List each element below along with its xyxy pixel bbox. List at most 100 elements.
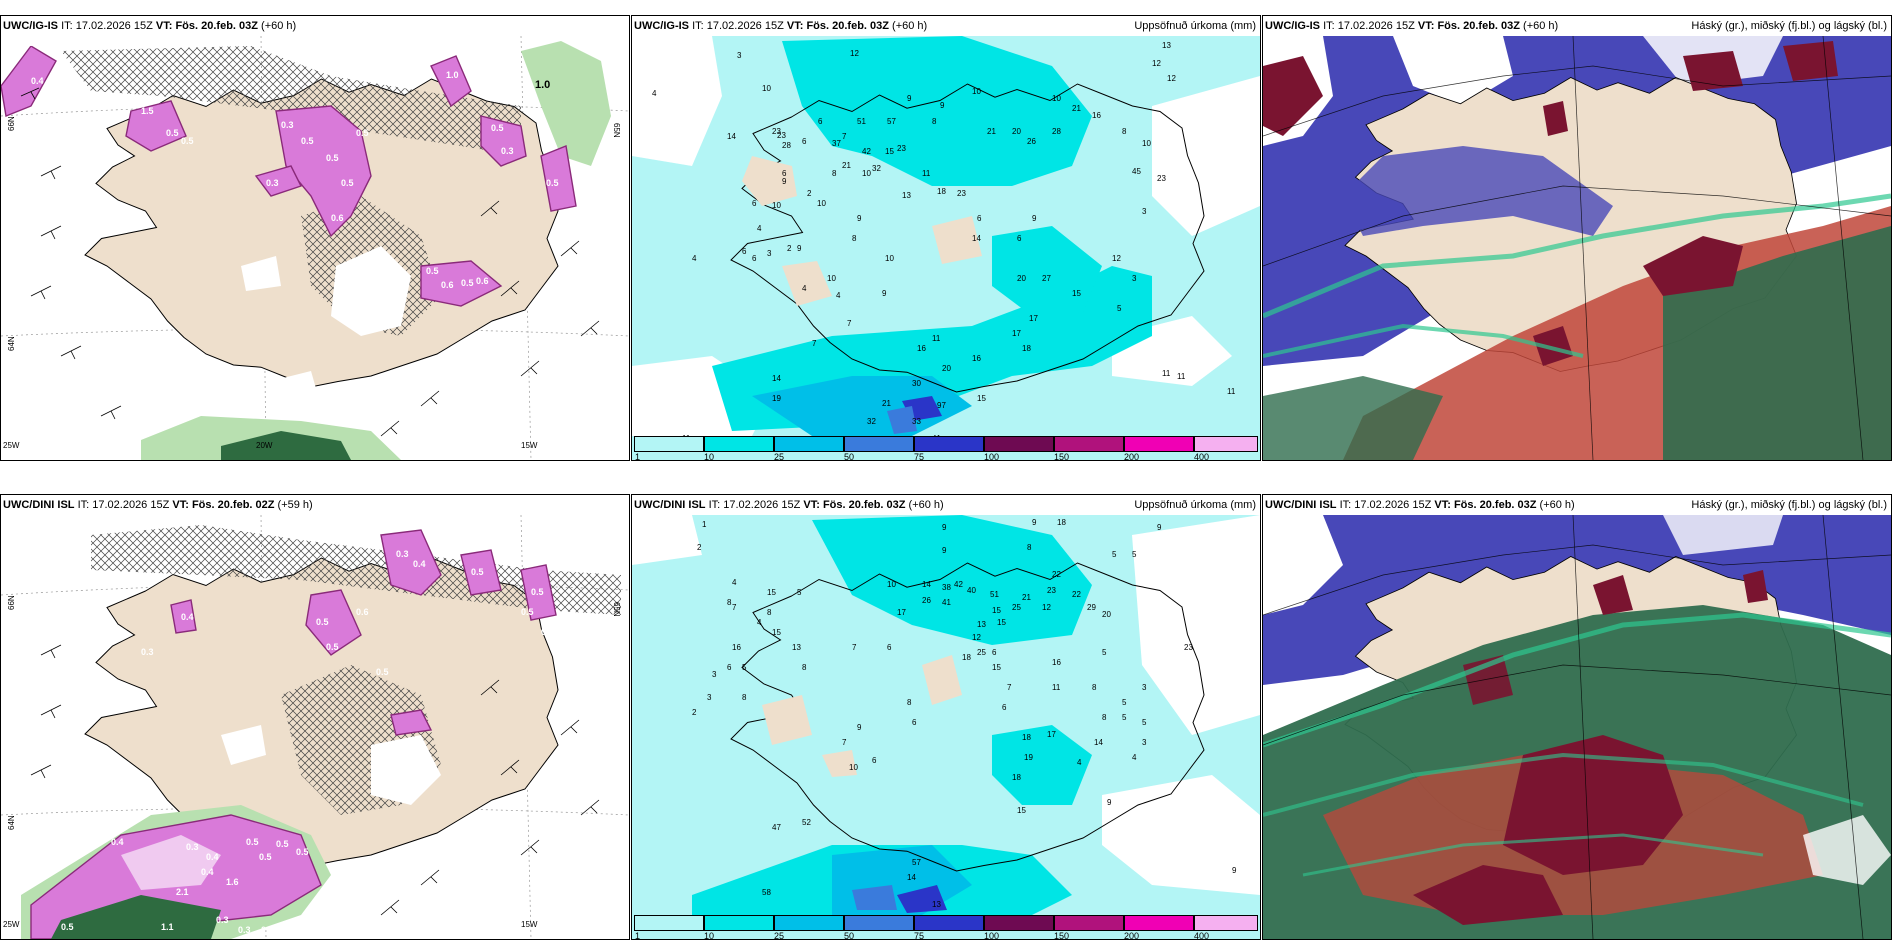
svg-text:8: 8 [1122, 127, 1127, 136]
map-view[interactable]: 1 9 9 18 9 2 9 8 4 15 10 14 22 5 5 8 8 5… [632, 515, 1260, 939]
wind-precip-map-panel-top: UWC/IG-IS IT: 17.02.2026 15Z VT: Fös. 20… [0, 15, 630, 461]
svg-text:0.5: 0.5 [166, 128, 179, 138]
svg-text:10: 10 [862, 169, 871, 178]
svg-text:11: 11 [932, 334, 941, 343]
svg-text:15: 15 [885, 147, 894, 156]
svg-text:6: 6 [1017, 234, 1022, 243]
map-view[interactable] [1263, 515, 1891, 939]
svg-text:7: 7 [847, 319, 852, 328]
accumulated-precip-panel-bottom: UWC/DINI ISL IT: 17.02.2026 15Z VT: Fös.… [631, 494, 1261, 940]
svg-text:11: 11 [1177, 372, 1186, 381]
svg-text:3: 3 [767, 249, 772, 258]
precip-values: 3 12 12 13 12 4 10 10 9 8 9 10 21 16 23 … [652, 41, 1236, 446]
panel-header: UWC/IG-IS IT: 17.02.2026 15Z VT: Fös. 20… [634, 20, 928, 32]
svg-text:6: 6 [752, 199, 757, 208]
cloud-cover-panel-bottom: UWC/DINI ISL IT: 17.02.2026 15Z VT: Fös.… [1262, 494, 1892, 940]
svg-text:0.5: 0.5 [61, 922, 74, 932]
svg-text:0.3: 0.3 [266, 178, 279, 188]
svg-text:6: 6 [802, 137, 807, 146]
svg-text:10: 10 [885, 254, 894, 263]
svg-text:0.5: 0.5 [491, 123, 504, 133]
svg-text:14: 14 [907, 873, 916, 882]
svg-text:15: 15 [992, 663, 1001, 672]
svg-text:15W: 15W [521, 441, 538, 450]
svg-text:10: 10 [817, 199, 826, 208]
svg-text:1.5: 1.5 [141, 106, 154, 116]
svg-text:21: 21 [882, 399, 891, 408]
svg-text:8: 8 [802, 663, 807, 672]
svg-text:7: 7 [812, 339, 817, 348]
map-view[interactable] [1263, 36, 1891, 460]
panel-header: UWC/IG-IS IT: 17.02.2026 15Z VT: Fös. 20… [3, 20, 297, 32]
svg-text:64N: 64N [7, 815, 16, 830]
svg-text:0.3: 0.3 [216, 915, 229, 925]
svg-text:58: 58 [762, 888, 771, 897]
svg-text:3: 3 [707, 693, 712, 702]
svg-text:5: 5 [1117, 304, 1122, 313]
svg-text:8: 8 [907, 698, 912, 707]
svg-text:10: 10 [1142, 139, 1151, 148]
svg-text:0.3: 0.3 [501, 146, 514, 156]
svg-text:4: 4 [757, 224, 762, 233]
svg-text:19: 19 [1024, 753, 1033, 762]
wind-barb-layer [20, 87, 600, 437]
svg-text:4: 4 [732, 578, 737, 587]
svg-text:0.6: 0.6 [331, 213, 344, 223]
svg-text:9: 9 [940, 101, 945, 110]
graticule-labels: 66N 64N 25W 15W 65N [3, 595, 621, 929]
svg-text:15: 15 [1017, 806, 1026, 815]
map-view[interactable]: 0.3 0.4 0.5 0.6 0.5 0.5 0.4 0.3 0.5 0.5 … [1, 515, 629, 939]
svg-text:0.5: 0.5 [546, 178, 559, 188]
svg-text:2: 2 [697, 543, 702, 552]
svg-text:15: 15 [992, 606, 1001, 615]
svg-text:8: 8 [767, 608, 772, 617]
svg-text:57: 57 [912, 858, 921, 867]
svg-text:8: 8 [742, 693, 747, 702]
svg-text:8: 8 [832, 169, 837, 178]
svg-text:1.6: 1.6 [226, 877, 239, 887]
svg-text:1.0: 1.0 [535, 79, 550, 91]
panel-header: UWC/DINI ISL IT: 17.02.2026 15Z VT: Fös.… [3, 499, 313, 511]
svg-text:6: 6 [782, 169, 787, 178]
svg-text:11: 11 [922, 169, 931, 178]
svg-text:9: 9 [882, 289, 887, 298]
svg-text:4: 4 [1132, 753, 1137, 762]
panel-subtitle: Uppsöfnuð úrkoma (mm) [1134, 20, 1256, 32]
svg-text:10: 10 [1052, 94, 1061, 103]
svg-text:8: 8 [1092, 683, 1097, 692]
svg-text:4: 4 [757, 618, 762, 627]
svg-text:14: 14 [972, 234, 981, 243]
precip-values: 0.3 0.4 1.5 0.5 0.5 0.3 0.5 1.0 0.5 0.5 … [21, 38, 559, 290]
svg-text:10: 10 [772, 201, 781, 210]
panel-header: UWC/IG-IS IT: 17.02.2026 15Z VT: Fös. 20… [1265, 20, 1559, 32]
svg-text:3: 3 [1142, 207, 1147, 216]
svg-text:17: 17 [1029, 314, 1038, 323]
svg-text:7: 7 [732, 603, 737, 612]
svg-text:0.5: 0.5 [376, 667, 389, 677]
svg-text:21: 21 [1072, 104, 1081, 113]
svg-text:5: 5 [1112, 550, 1117, 559]
svg-text:16: 16 [972, 354, 981, 363]
svg-text:47: 47 [772, 823, 781, 832]
svg-text:10: 10 [762, 84, 771, 93]
svg-text:25: 25 [1012, 603, 1021, 612]
svg-text:18: 18 [1022, 344, 1031, 353]
map-view[interactable]: 3 12 12 13 12 4 10 10 9 8 9 10 21 16 23 … [632, 36, 1260, 460]
svg-text:9: 9 [1232, 866, 1237, 875]
svg-text:0.4: 0.4 [111, 837, 124, 847]
svg-text:15: 15 [997, 618, 1006, 627]
wind-precip-map-panel-bottom: UWC/DINI ISL IT: 17.02.2026 15Z VT: Fös.… [0, 494, 630, 940]
svg-text:16: 16 [1052, 658, 1061, 667]
svg-text:18: 18 [962, 653, 971, 662]
svg-text:0.5: 0.5 [276, 925, 289, 935]
svg-text:65N: 65N [612, 602, 621, 617]
panel-subtitle: Háský (gr.), miðský (fj.bl.) og lágský (… [1691, 20, 1887, 32]
svg-text:18: 18 [1012, 773, 1021, 782]
svg-text:51: 51 [990, 590, 999, 599]
svg-text:17: 17 [1012, 329, 1021, 338]
svg-text:9: 9 [857, 214, 862, 223]
map-view[interactable]: 0.3 0.4 1.5 0.5 0.5 0.3 0.5 1.0 0.5 0.5 … [1, 36, 629, 460]
svg-text:11: 11 [1227, 387, 1236, 396]
svg-text:13: 13 [977, 620, 986, 629]
svg-text:57: 57 [887, 117, 896, 126]
